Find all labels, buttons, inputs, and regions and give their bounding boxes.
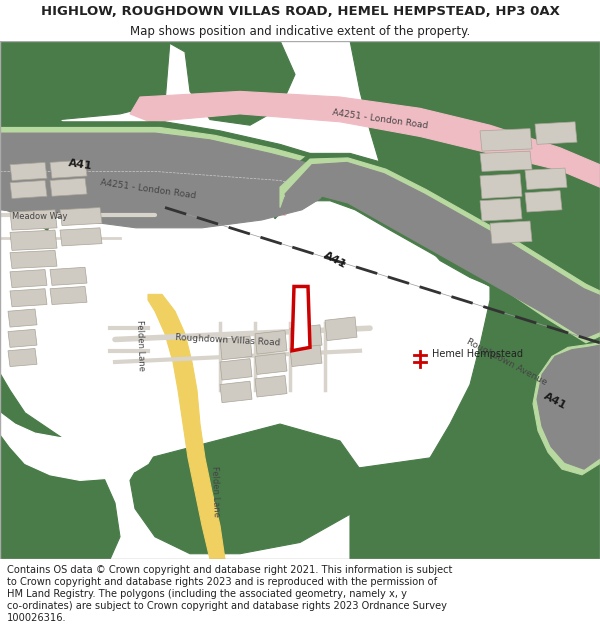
Text: HM Land Registry. The polygons (including the associated geometry, namely x, y: HM Land Registry. The polygons (includin… [7, 589, 407, 599]
Polygon shape [10, 162, 47, 181]
Polygon shape [533, 343, 600, 475]
Polygon shape [280, 158, 600, 343]
Polygon shape [530, 343, 600, 481]
Polygon shape [10, 230, 57, 251]
Polygon shape [420, 261, 600, 559]
Polygon shape [10, 289, 47, 307]
Polygon shape [220, 336, 252, 360]
Polygon shape [525, 191, 562, 212]
Polygon shape [60, 208, 102, 226]
Polygon shape [0, 127, 334, 226]
Polygon shape [220, 381, 252, 402]
Polygon shape [290, 345, 322, 366]
Text: co-ordinates) are subject to Crown copyright and database rights 2023 Ordnance S: co-ordinates) are subject to Crown copyr… [7, 601, 447, 611]
Text: Meadow Way: Meadow Way [12, 212, 67, 221]
Polygon shape [0, 122, 340, 223]
Polygon shape [0, 41, 170, 119]
Polygon shape [8, 309, 37, 327]
Polygon shape [480, 129, 532, 151]
Polygon shape [0, 133, 330, 228]
Polygon shape [0, 176, 55, 255]
Polygon shape [60, 228, 102, 246]
Polygon shape [10, 210, 57, 230]
Polygon shape [292, 286, 310, 351]
Text: 100026316.: 100026316. [7, 613, 67, 623]
Polygon shape [0, 356, 120, 559]
Text: A4251 - London Road: A4251 - London Road [332, 108, 428, 131]
Text: A41: A41 [322, 251, 348, 271]
Polygon shape [50, 286, 87, 304]
Polygon shape [480, 174, 522, 199]
Text: HIGHLOW, ROUGHDOWN VILLAS ROAD, HEMEL HEMPSTEAD, HP3 0AX: HIGHLOW, ROUGHDOWN VILLAS ROAD, HEMEL HE… [41, 5, 559, 18]
Polygon shape [10, 251, 57, 268]
Polygon shape [50, 268, 87, 286]
Polygon shape [480, 199, 522, 221]
Polygon shape [50, 178, 87, 196]
Polygon shape [0, 188, 290, 216]
Text: Hemel Hempstead: Hemel Hempstead [432, 349, 523, 359]
Polygon shape [0, 362, 162, 481]
Text: Felden Lane: Felden Lane [209, 466, 220, 518]
Text: to Crown copyright and database rights 2023 and is reproduced with the permissio: to Crown copyright and database rights 2… [7, 577, 437, 587]
Polygon shape [0, 118, 80, 182]
Polygon shape [285, 162, 600, 338]
Polygon shape [290, 325, 322, 349]
Polygon shape [10, 269, 47, 288]
Polygon shape [50, 160, 87, 178]
Text: A41: A41 [67, 158, 93, 171]
Text: Roughdown Avenue: Roughdown Avenue [465, 336, 548, 387]
Polygon shape [165, 41, 295, 125]
Text: Contains OS data © Crown copyright and database right 2021. This information is : Contains OS data © Crown copyright and d… [7, 564, 452, 574]
Polygon shape [480, 151, 532, 171]
Text: Felden Lane: Felden Lane [134, 319, 145, 371]
Polygon shape [255, 331, 287, 354]
Polygon shape [350, 458, 490, 559]
Polygon shape [8, 329, 37, 348]
Polygon shape [130, 424, 360, 554]
Text: Roughdown Villas Road: Roughdown Villas Road [175, 332, 281, 347]
Polygon shape [255, 353, 287, 374]
Polygon shape [535, 122, 577, 144]
Polygon shape [270, 153, 600, 348]
Polygon shape [255, 376, 287, 397]
Polygon shape [8, 349, 37, 366]
Text: A4251 - London Road: A4251 - London Road [100, 178, 197, 201]
Text: Map shows position and indicative extent of the property.: Map shows position and indicative extent… [130, 25, 470, 38]
Polygon shape [525, 168, 567, 189]
Polygon shape [325, 317, 357, 341]
Polygon shape [490, 221, 532, 244]
Polygon shape [130, 91, 600, 188]
Polygon shape [148, 294, 225, 559]
Polygon shape [0, 204, 348, 412]
Polygon shape [537, 345, 600, 469]
Polygon shape [350, 41, 600, 300]
Text: A41: A41 [542, 391, 568, 412]
Polygon shape [220, 359, 252, 380]
Polygon shape [10, 181, 47, 199]
